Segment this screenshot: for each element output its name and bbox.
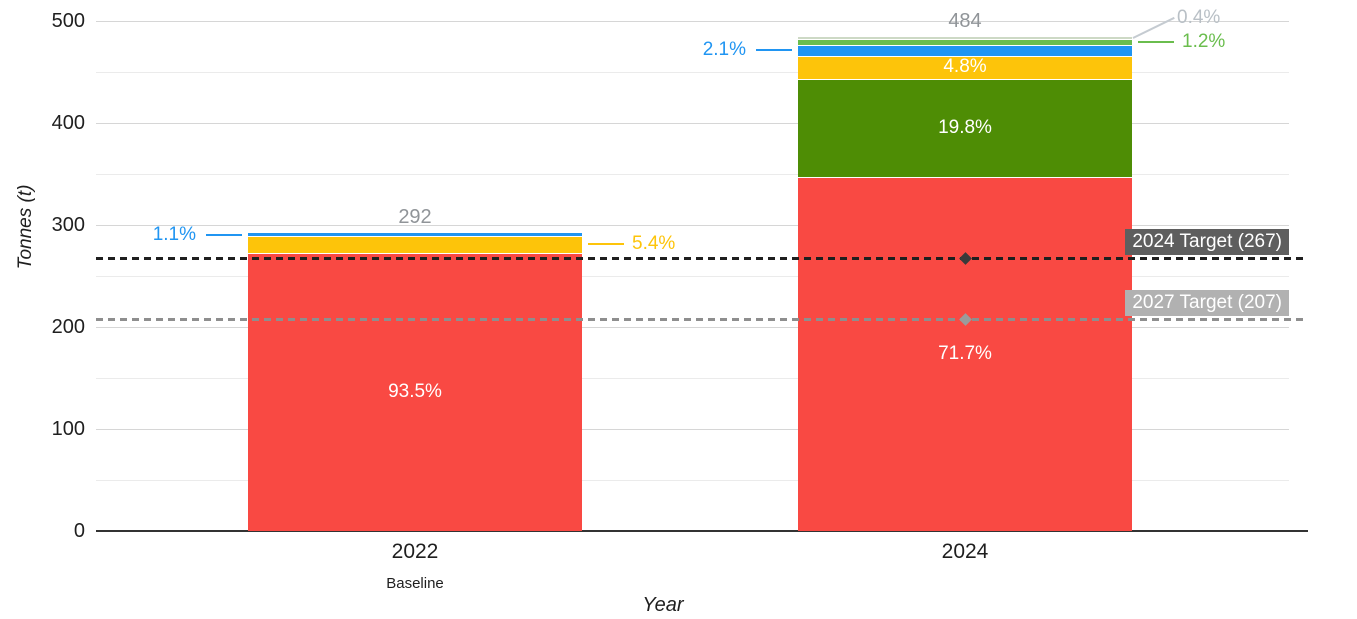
x-axis-title: Year bbox=[642, 594, 684, 616]
leader-line bbox=[206, 233, 242, 236]
bar-total-label: 292 bbox=[398, 206, 432, 229]
y-tick-label: 100 bbox=[51, 418, 85, 440]
target-line bbox=[96, 318, 1308, 322]
gridline-minor bbox=[96, 174, 1289, 175]
gridline-major bbox=[96, 225, 1289, 226]
leader-label: 2.1% bbox=[702, 39, 746, 61]
gridline-major bbox=[96, 327, 1289, 328]
leader-label: 1.2% bbox=[1182, 31, 1226, 53]
gridline-minor bbox=[96, 276, 1289, 277]
bar-2022-segment-red[interactable] bbox=[248, 252, 582, 531]
gridline-minor bbox=[96, 378, 1289, 379]
y-tick-label: 500 bbox=[51, 10, 85, 32]
target-label: 2024 Target (267) bbox=[1125, 228, 1289, 255]
bar-2024-segment-blue[interactable] bbox=[798, 45, 1132, 56]
bar-2022-segment-yellow[interactable] bbox=[248, 236, 582, 253]
leader-label: 1.1% bbox=[152, 223, 196, 245]
segment-label: 19.8% bbox=[938, 117, 992, 139]
leader-line bbox=[588, 243, 624, 246]
y-tick-label: 400 bbox=[51, 112, 85, 134]
category-sublabel: Baseline bbox=[386, 575, 444, 592]
x-axis-line bbox=[96, 530, 1308, 532]
segment-label: 93.5% bbox=[388, 380, 442, 402]
bar-2024-segment-pale-green[interactable] bbox=[798, 37, 1132, 40]
segment-label: 71.7% bbox=[938, 343, 992, 365]
y-tick-label: 200 bbox=[51, 316, 85, 338]
bar-2024-segment-light-green[interactable] bbox=[798, 39, 1132, 46]
y-tick-label: 300 bbox=[51, 214, 85, 236]
bar-total-label: 484 bbox=[948, 10, 982, 33]
bar-2024-segment-red[interactable] bbox=[798, 177, 1132, 531]
segment-label: 4.8% bbox=[943, 56, 987, 78]
category-label: 2022 bbox=[391, 540, 439, 563]
leader-label: 5.4% bbox=[632, 233, 676, 255]
bar-2022-segment-blue[interactable] bbox=[248, 233, 582, 237]
target-label: 2027 Target (207) bbox=[1125, 289, 1289, 316]
target-line bbox=[96, 257, 1308, 261]
gridline-major bbox=[96, 123, 1289, 124]
y-tick-label: 0 bbox=[73, 520, 85, 542]
gridline-minor bbox=[96, 72, 1289, 73]
gridline-minor bbox=[96, 480, 1289, 481]
leader-line bbox=[756, 49, 792, 52]
gridline-major bbox=[96, 21, 1289, 22]
category-label: 2024 bbox=[941, 540, 989, 563]
gridline-major bbox=[96, 429, 1289, 430]
leader-line bbox=[1138, 41, 1174, 44]
bar-2024-segment-dark-green[interactable] bbox=[798, 79, 1132, 178]
leader-label: 0.4% bbox=[1177, 7, 1221, 29]
bar-2024-segment-yellow[interactable] bbox=[798, 55, 1132, 80]
